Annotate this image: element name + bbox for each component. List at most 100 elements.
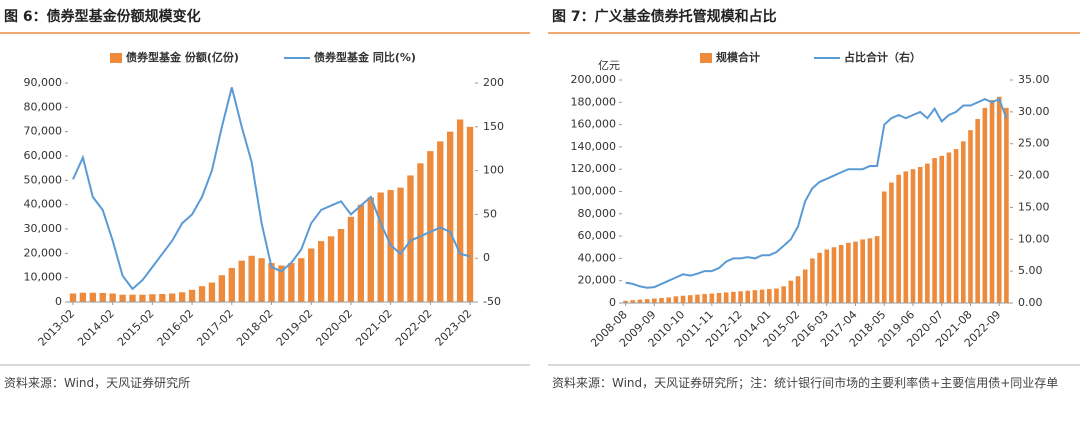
bar <box>802 269 808 303</box>
bar <box>298 258 305 302</box>
y2-tick-label: 0.00 <box>1018 296 1043 309</box>
bar <box>218 275 226 302</box>
x-tick-label: 2017-02 <box>194 307 236 349</box>
bar <box>831 247 837 303</box>
bar <box>723 292 729 303</box>
bar <box>456 119 464 302</box>
x-tick-label: 2022-02 <box>393 307 435 349</box>
y-tick-label: 30,000 <box>24 222 63 235</box>
bar <box>69 293 77 302</box>
line-series <box>72 87 471 291</box>
y2-tick-label: 35.00 <box>1018 73 1050 86</box>
bar <box>903 171 909 303</box>
y-tick-label: 100,000 <box>571 185 617 198</box>
bar <box>889 182 894 303</box>
bar <box>630 300 636 303</box>
bar <box>109 293 116 302</box>
bar <box>637 299 643 303</box>
bar <box>377 192 384 302</box>
legend-label: 占比合计（右） <box>844 50 921 64</box>
y-tick-label: 160,000 <box>571 118 617 131</box>
bar <box>781 286 786 303</box>
bar <box>702 294 707 303</box>
bar <box>752 290 758 303</box>
y-tick-label: 140,000 <box>571 140 617 153</box>
x-tick-label: 2020-02 <box>313 307 355 349</box>
bar <box>188 289 196 302</box>
y-unit: 亿元 <box>598 59 620 72</box>
bar <box>198 286 206 302</box>
bar <box>337 229 345 302</box>
x-tick-label: 2019-02 <box>274 307 316 349</box>
bar <box>652 298 657 303</box>
x-tick-label: 2013-02 <box>36 307 78 349</box>
y-tick-label: 0 <box>55 295 62 308</box>
y-tick-label: 80,000 <box>24 100 63 113</box>
bar <box>867 238 873 303</box>
x-tick-label: 2016-02 <box>155 307 197 349</box>
y2-tick-label: 25.00 <box>1018 137 1050 150</box>
y2-tick-label: 10.00 <box>1018 232 1050 245</box>
bar <box>982 107 988 303</box>
bar <box>731 291 736 303</box>
bar <box>407 175 414 302</box>
bar <box>139 294 146 302</box>
y-tick-label: 200,000 <box>571 73 617 86</box>
bar <box>248 255 255 302</box>
bar <box>810 258 815 303</box>
bar <box>447 131 454 302</box>
bar <box>860 239 866 303</box>
y-tick-label: 80,000 <box>578 207 617 220</box>
bar <box>466 126 474 302</box>
bar <box>159 293 166 302</box>
bar <box>853 241 858 303</box>
y2-tick-label: 150 <box>483 120 504 133</box>
y2-tick-label: 15.00 <box>1018 200 1050 213</box>
bar <box>953 149 959 303</box>
bar <box>968 130 973 303</box>
bar <box>709 293 715 303</box>
bar <box>996 96 1002 303</box>
bar <box>308 248 315 302</box>
bar <box>989 100 995 303</box>
bar <box>149 294 156 302</box>
bar <box>917 166 923 303</box>
bar <box>673 296 679 303</box>
bar <box>666 297 672 303</box>
bar <box>644 299 650 303</box>
bar <box>716 292 722 303</box>
bar <box>79 292 87 302</box>
y-tick-label: 70,000 <box>24 125 63 138</box>
bar <box>99 292 106 302</box>
bar <box>437 141 444 302</box>
x-tick-label: 2021-02 <box>353 307 395 349</box>
y-tick-label: 180,000 <box>571 95 617 108</box>
x-tick-label: 2014-02 <box>75 307 117 349</box>
y2-tick-label: 0 <box>483 251 490 264</box>
bar <box>695 294 700 303</box>
y-tick-label: 60,000 <box>578 229 617 242</box>
legend-label: 规模合计 <box>716 50 760 64</box>
bar <box>89 292 96 302</box>
bar <box>759 289 765 303</box>
source-note: 资料来源：Wind，天风证券研究所 <box>4 376 191 390</box>
bar <box>932 158 937 303</box>
y2-tick-label: 5.00 <box>1018 264 1043 277</box>
y-tick-label: 50,000 <box>24 173 63 186</box>
x-tick-label: 2018-02 <box>234 307 276 349</box>
bar <box>129 294 136 302</box>
y2-tick-label: 200 <box>483 76 504 89</box>
bar <box>680 295 686 303</box>
y-tick-label: 40,000 <box>24 198 63 211</box>
bar <box>178 292 186 302</box>
bar <box>623 300 628 303</box>
legend-swatch <box>110 53 122 63</box>
bar <box>846 242 851 303</box>
chart-title: 图 7：广义基金债券托管规模和占比 <box>552 8 777 25</box>
y2-tick-label: -50 <box>483 295 501 308</box>
y2-tick-label: 50 <box>483 207 497 220</box>
bar <box>357 204 365 302</box>
bar <box>946 152 952 303</box>
y-tick-label: 20,000 <box>578 274 617 287</box>
legend-label: 债券型基金 同比(%) <box>314 50 416 64</box>
